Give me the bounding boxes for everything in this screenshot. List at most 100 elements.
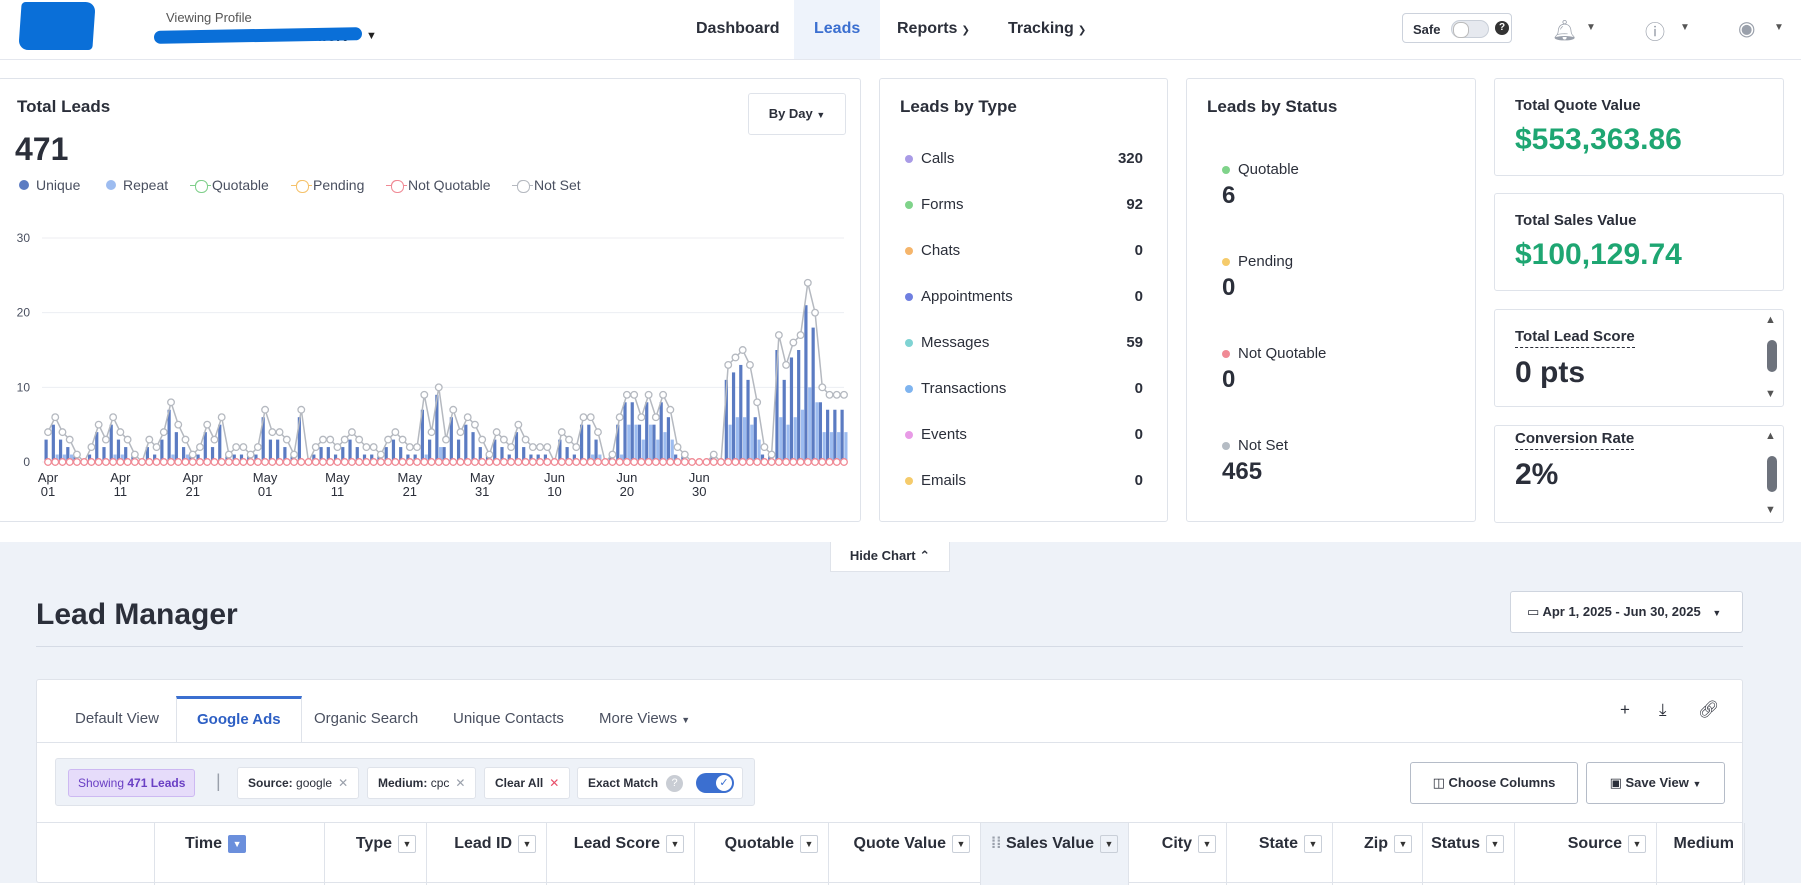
filter-chip-source[interactable]: Source: google ✕ bbox=[237, 767, 360, 799]
column-menu-icon[interactable]: ▼ bbox=[666, 834, 684, 853]
tab-unique-contacts[interactable]: Unique Contacts bbox=[433, 696, 584, 743]
date-range-picker[interactable]: ▭ Apr 1, 2025 - Jun 30, 2025 ▼ bbox=[1510, 591, 1743, 633]
drag-handle-icon[interactable]: ⁞⁞ bbox=[990, 835, 1006, 852]
bell-icon[interactable]: 🔔︎ bbox=[1552, 20, 1578, 42]
download-icon[interactable]: ⤓ bbox=[1659, 700, 1667, 719]
link-icon[interactable]: 🔗︎ bbox=[1698, 700, 1720, 719]
legend-quotable[interactable]: Quotable bbox=[190, 177, 269, 193]
column-menu-icon[interactable]: ▼ bbox=[1394, 834, 1412, 853]
point-not-set bbox=[767, 450, 776, 459]
tab-more-views[interactable]: More Views ▼ bbox=[579, 696, 710, 743]
help-icon[interactable]: ? bbox=[666, 775, 683, 792]
hide-chart-button[interactable]: Hide Chart ⌃ bbox=[830, 542, 950, 572]
type-row-appointments[interactable]: Appointments bbox=[905, 288, 1013, 305]
legend-not-set[interactable]: Not Set bbox=[512, 177, 581, 193]
nav-tracking[interactable]: Tracking ❯ bbox=[988, 0, 1106, 59]
legend-not-quotable[interactable]: Not Quotable bbox=[386, 177, 491, 193]
column-menu-icon[interactable]: ▼ bbox=[518, 834, 536, 853]
column-menu-icon[interactable]: ▼ bbox=[1304, 834, 1322, 853]
type-row-chats[interactable]: Chats bbox=[905, 242, 960, 259]
exact-match-toggle[interactable] bbox=[696, 773, 734, 793]
filter-chip-medium[interactable]: Medium: cpc ✕ bbox=[367, 767, 477, 799]
column-header-city[interactable]: City ▼ bbox=[1129, 823, 1227, 885]
nav-leads[interactable]: Leads bbox=[794, 0, 881, 59]
safe-help-icon[interactable]: ? bbox=[1495, 21, 1509, 35]
close-icon[interactable]: ✕ bbox=[338, 776, 349, 790]
type-row-emails[interactable]: Emails bbox=[905, 472, 966, 489]
column-label: Zip bbox=[1364, 835, 1388, 852]
tab-google-ads[interactable]: Google Ads bbox=[176, 696, 302, 743]
point-not-quotable bbox=[630, 458, 639, 466]
point-not-quotable bbox=[145, 458, 154, 466]
scroll-down-icon[interactable]: ▼ bbox=[1765, 388, 1776, 400]
score-scrollbar[interactable]: ▲ ▼ bbox=[1765, 314, 1779, 404]
column-menu-icon[interactable]: ▼ bbox=[952, 834, 970, 853]
type-row-messages[interactable]: Messages bbox=[905, 334, 989, 351]
status-row-quotable[interactable]: Quotable bbox=[1222, 161, 1299, 178]
chevron-down-icon[interactable]: ▼ bbox=[1774, 22, 1784, 33]
chevron-down-icon[interactable]: ▼ bbox=[1586, 22, 1596, 33]
point-not-quotable bbox=[434, 458, 443, 466]
column-menu-icon[interactable]: ▼ bbox=[1628, 834, 1646, 853]
conv-scrollbar[interactable]: ▲ ▼ bbox=[1765, 430, 1779, 520]
point-not-set bbox=[753, 398, 762, 407]
type-row-transactions[interactable]: Transactions bbox=[905, 380, 1006, 397]
add-icon[interactable]: + bbox=[1620, 700, 1630, 719]
column-header-quotable[interactable]: Quotable ▼ bbox=[695, 823, 829, 885]
save-view-button[interactable]: ▣ Save View ▼ bbox=[1586, 762, 1725, 804]
type-row-calls[interactable]: Calls bbox=[905, 150, 954, 167]
brand-logo[interactable] bbox=[18, 2, 96, 50]
tab-organic-search[interactable]: Organic Search bbox=[294, 696, 438, 743]
close-icon[interactable]: ✕ bbox=[455, 776, 466, 790]
column-menu-icon[interactable]: ▼ bbox=[1100, 834, 1118, 853]
safe-toggle[interactable] bbox=[1451, 20, 1489, 38]
choose-columns-button[interactable]: ◫ Choose Columns bbox=[1410, 762, 1578, 804]
help-icon[interactable]: ⓘ bbox=[1645, 22, 1665, 44]
nav-reports[interactable]: Reports ❯ bbox=[877, 0, 990, 59]
point-not-quotable bbox=[384, 458, 393, 466]
column-menu-icon[interactable]: ▼ bbox=[228, 834, 247, 853]
point-not-set bbox=[319, 435, 327, 444]
legend-unique[interactable]: Unique bbox=[19, 177, 80, 193]
chevron-down-icon[interactable]: ▼ bbox=[1680, 22, 1690, 33]
column-menu-icon[interactable]: ▼ bbox=[800, 834, 818, 853]
status-row-pending[interactable]: Pending bbox=[1222, 253, 1293, 270]
point-not-set bbox=[485, 450, 494, 459]
column-header-sales-value[interactable]: ⁞⁞ Sales Value ▼ bbox=[981, 823, 1129, 885]
scroll-up-icon[interactable]: ▲ bbox=[1765, 430, 1776, 442]
type-row-forms[interactable]: Forms bbox=[905, 196, 964, 213]
scroll-up-icon[interactable]: ▲ bbox=[1765, 314, 1776, 326]
scroll-down-icon[interactable]: ▼ bbox=[1765, 504, 1776, 516]
scroll-thumb[interactable] bbox=[1767, 340, 1777, 372]
status-row-not-quotable[interactable]: Not Quotable bbox=[1222, 345, 1326, 362]
user-avatar-icon[interactable]: ◉ bbox=[1738, 18, 1756, 40]
legend-pending[interactable]: Pending bbox=[291, 177, 364, 193]
column-menu-icon[interactable]: ▼ bbox=[398, 834, 416, 853]
column-header-zip[interactable]: Zip ▼ bbox=[1333, 823, 1423, 885]
bar-unique bbox=[514, 432, 519, 462]
legend-label: Unique bbox=[36, 177, 81, 193]
point-not-set bbox=[709, 450, 718, 459]
nav-dashboard[interactable]: Dashboard bbox=[676, 0, 800, 59]
column-header-medium[interactable]: Medium bbox=[1657, 823, 1745, 885]
column-menu-icon[interactable]: ▼ bbox=[1198, 834, 1216, 853]
column-header-source[interactable]: Source ▼ bbox=[1515, 823, 1657, 885]
column-header-quote-value[interactable]: Quote Value ▼ bbox=[829, 823, 981, 885]
type-row-events[interactable]: Events bbox=[905, 426, 967, 443]
column-header-time[interactable]: Time ▼ bbox=[155, 823, 325, 885]
scroll-thumb[interactable] bbox=[1767, 456, 1777, 492]
profile-dropdown-icon[interactable]: ▼ bbox=[366, 30, 377, 42]
tab-default-view[interactable]: Default View bbox=[55, 696, 179, 743]
point-not-set bbox=[58, 428, 67, 437]
legend-repeat[interactable]: Repeat bbox=[106, 177, 168, 193]
column-header-type[interactable]: Type ▼ bbox=[325, 823, 427, 885]
column-header-lead-score[interactable]: Lead Score ▼ bbox=[547, 823, 695, 885]
column-header-status[interactable]: Status ▼ bbox=[1423, 823, 1515, 885]
point-not-quotable bbox=[123, 458, 132, 466]
clear-all-button[interactable]: Clear All ✕ bbox=[484, 767, 571, 799]
column-header-lead-id[interactable]: Lead ID ▼ bbox=[427, 823, 547, 885]
column-menu-icon[interactable]: ▼ bbox=[1486, 834, 1504, 853]
status-row-not-set[interactable]: Not Set bbox=[1222, 437, 1288, 454]
column-header-state[interactable]: State ▼ bbox=[1227, 823, 1333, 885]
period-dropdown[interactable]: By Day ▼ bbox=[748, 93, 846, 135]
